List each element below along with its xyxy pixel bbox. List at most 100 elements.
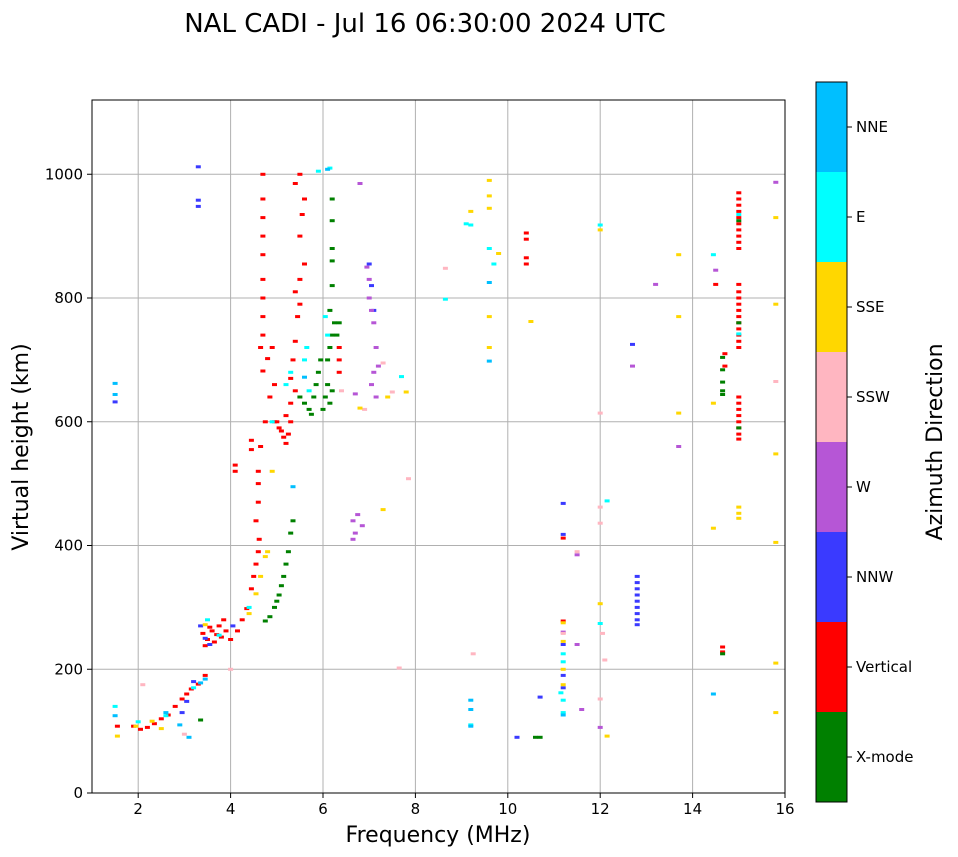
series-vertical xyxy=(114,172,742,731)
data-point xyxy=(710,401,716,405)
data-point xyxy=(292,182,298,185)
colorbar-label: W xyxy=(856,478,871,496)
data-point xyxy=(736,296,742,300)
data-point xyxy=(560,536,566,540)
data-point xyxy=(720,645,726,649)
x-tick-label: 6 xyxy=(318,800,328,818)
data-point xyxy=(276,426,282,430)
colorbar-frame xyxy=(815,81,848,803)
data-point xyxy=(223,629,229,633)
data-point xyxy=(322,315,328,319)
data-point xyxy=(736,209,742,213)
data-point xyxy=(290,358,296,362)
data-point xyxy=(560,619,566,623)
data-point xyxy=(736,219,742,223)
data-point xyxy=(634,599,640,603)
data-point xyxy=(468,724,474,728)
data-point xyxy=(205,618,210,622)
data-point xyxy=(253,562,259,566)
data-point xyxy=(235,629,240,633)
data-point xyxy=(283,383,289,387)
data-point xyxy=(634,587,640,591)
data-point xyxy=(274,599,280,603)
data-point xyxy=(195,204,201,208)
data-point xyxy=(283,441,289,445)
series-ssw xyxy=(140,266,779,736)
data-point xyxy=(158,727,164,731)
data-point xyxy=(251,574,257,578)
data-point xyxy=(380,361,386,365)
data-point xyxy=(560,621,566,625)
data-point xyxy=(352,531,358,535)
data-point xyxy=(720,393,726,396)
data-point xyxy=(352,392,358,396)
data-point xyxy=(272,383,277,387)
data-point xyxy=(297,172,303,176)
colorbar-label: SSW xyxy=(856,388,890,406)
colorbar-label: SSE xyxy=(856,298,885,316)
grid xyxy=(92,100,786,794)
data-point xyxy=(195,198,201,202)
data-point xyxy=(373,395,379,399)
data-point xyxy=(710,253,716,257)
data-point xyxy=(491,262,497,266)
series-w xyxy=(350,180,779,729)
data-point xyxy=(239,618,245,622)
data-point xyxy=(634,593,640,597)
data-point xyxy=(736,234,742,238)
data-point xyxy=(366,296,372,300)
data-point xyxy=(736,327,742,331)
data-point xyxy=(216,633,222,637)
data-point xyxy=(329,197,335,201)
data-points xyxy=(112,165,779,739)
data-point xyxy=(579,708,585,711)
data-point xyxy=(184,692,190,696)
data-point xyxy=(313,383,319,387)
data-point xyxy=(315,169,321,173)
data-point xyxy=(736,247,742,250)
data-point xyxy=(228,638,234,641)
data-point xyxy=(246,605,252,609)
data-point xyxy=(302,401,307,405)
colorbar-label: NNW xyxy=(856,568,893,586)
data-point xyxy=(255,482,261,486)
data-point xyxy=(722,352,728,356)
data-point xyxy=(186,735,192,739)
data-point xyxy=(396,666,402,670)
data-point xyxy=(736,505,742,509)
data-point xyxy=(191,680,197,684)
chart-title: NAL CADI - Jul 16 06:30:00 2024 UTC xyxy=(184,9,666,39)
data-point xyxy=(276,593,282,597)
data-point xyxy=(486,359,492,363)
data-point xyxy=(560,713,566,717)
data-point xyxy=(496,252,502,255)
data-point xyxy=(207,643,213,646)
data-point xyxy=(399,375,404,379)
data-point xyxy=(720,389,726,393)
x-axis-ticks: 2 4 6 8 10 12 14 16 xyxy=(133,793,795,818)
data-point xyxy=(350,519,356,523)
data-point xyxy=(198,624,204,628)
data-point xyxy=(736,414,742,418)
data-point xyxy=(329,284,335,288)
data-point xyxy=(523,262,529,266)
data-point xyxy=(230,624,236,628)
x-tick-label: 4 xyxy=(226,800,236,818)
data-point xyxy=(158,717,164,721)
data-point xyxy=(288,376,294,380)
data-point xyxy=(736,401,742,405)
data-point xyxy=(486,315,492,319)
data-point xyxy=(486,206,492,210)
data-point xyxy=(258,574,264,578)
data-point xyxy=(371,321,377,325)
data-point xyxy=(163,714,169,718)
data-point xyxy=(736,432,742,436)
data-point xyxy=(172,704,178,708)
data-point xyxy=(514,735,520,739)
data-point xyxy=(773,711,779,715)
colorbar-segment-x-mode xyxy=(816,712,847,802)
data-point xyxy=(135,720,141,724)
data-point xyxy=(736,228,742,232)
data-point xyxy=(260,296,266,300)
data-point xyxy=(366,277,372,281)
